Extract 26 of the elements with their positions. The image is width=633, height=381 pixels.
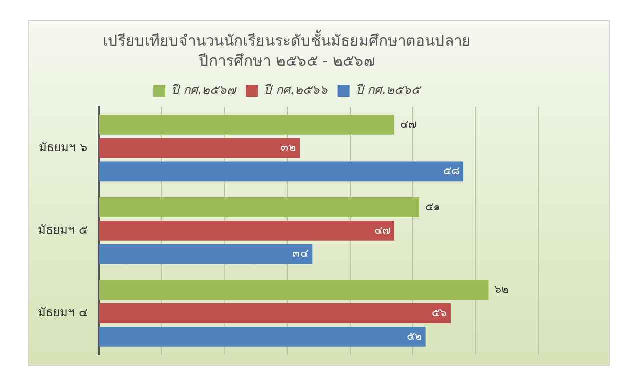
- bar: [99, 244, 313, 264]
- chart-title: เปรียบเทียบจำนวนนักเรียนระดับชั้นมัธยมศึกษาตอนปลาย: [103, 30, 471, 50]
- data-label: ๕๘: [444, 164, 460, 178]
- data-label: ๖๒: [494, 282, 509, 296]
- bar: [99, 138, 300, 158]
- data-label: ๕๖: [432, 306, 447, 320]
- data-label: ๔๗: [374, 224, 390, 237]
- legend-label: ปี กศ.๒๕๖๗: [172, 83, 238, 98]
- chart-subtitle: ปีการศึกษา ๒๕๖๕ - ๒๕๖๗: [198, 52, 375, 70]
- bar: [99, 162, 464, 182]
- data-label: ๓๔: [292, 247, 309, 260]
- bar: [99, 304, 451, 324]
- y-tick-label: มัธยมฯ ๖: [38, 140, 88, 154]
- legend-label: ปี กศ.๒๕๖๕: [356, 83, 422, 98]
- data-label: ๕๒: [406, 330, 422, 343]
- data-label: ๕๑: [426, 200, 441, 214]
- y-tick-label: มัธยมฯ ๔: [38, 306, 88, 320]
- bar: [99, 280, 489, 300]
- legend-label: ปี กศ.๒๕๖๖: [264, 83, 329, 98]
- y-tick-label: มัธยมฯ ๕: [38, 223, 88, 238]
- bar: [99, 114, 394, 135]
- bar: [99, 220, 394, 241]
- bar: [99, 198, 420, 218]
- data-label: ๓๒: [281, 141, 296, 154]
- data-label: ๔๗: [400, 118, 416, 131]
- bar: [99, 326, 426, 347]
